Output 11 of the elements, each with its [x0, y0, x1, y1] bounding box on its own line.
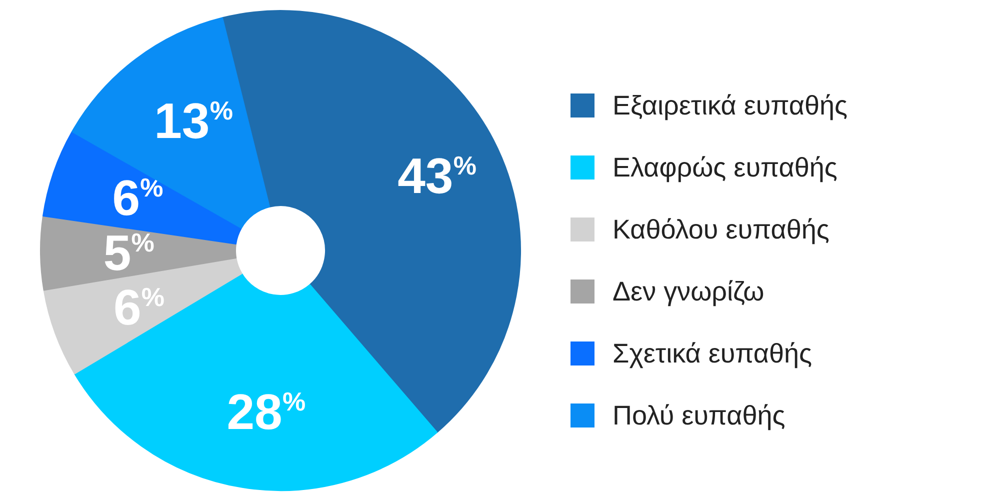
- data-label: 5%: [103, 224, 154, 281]
- data-label: 13%: [154, 92, 234, 149]
- legend-label: Πολύ ευπαθής: [612, 400, 786, 430]
- legend-label: Ελαφρώς ευπαθής: [612, 152, 838, 182]
- data-label: 6%: [112, 170, 164, 226]
- data-label: 28%: [226, 384, 306, 440]
- data-label: 43%: [398, 148, 477, 204]
- legend-label: Εξαιρετικά ευπαθής: [612, 90, 848, 120]
- legend-label: Καθόλου ευπαθής: [612, 214, 830, 244]
- legend-label: Σχετικά ευπαθής: [612, 338, 812, 368]
- legend-label: Δεν γνωρίζω: [612, 276, 764, 306]
